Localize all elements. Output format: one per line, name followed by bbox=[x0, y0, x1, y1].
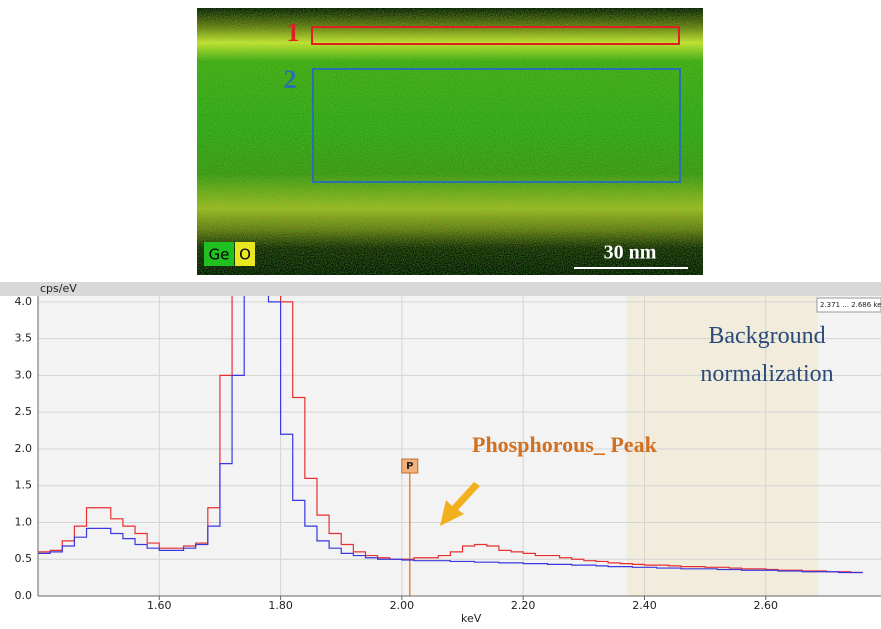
region-box bbox=[312, 68, 681, 183]
y-axis-label: cps/eV bbox=[40, 282, 77, 295]
spectrum-line bbox=[38, 296, 863, 574]
legend-swatch bbox=[204, 242, 234, 266]
legend-swatch bbox=[235, 242, 255, 266]
annotation: Phosphorous_ Peak bbox=[472, 432, 658, 457]
y-tick-label: 0.0 bbox=[15, 589, 33, 602]
y-tick-label: 4.0 bbox=[15, 295, 33, 308]
x-tick-label: 1.60 bbox=[147, 599, 172, 612]
region-label: 2 bbox=[284, 65, 297, 94]
spectrum-line bbox=[38, 296, 863, 574]
header-bar bbox=[0, 282, 881, 296]
element-label: Ge bbox=[209, 246, 230, 264]
y-tick-label: 2.5 bbox=[15, 405, 33, 418]
range-label: 2.371 ... 2.686 ke bbox=[820, 301, 881, 309]
eds-map: 1 2 Ge O 30 nm bbox=[197, 8, 703, 275]
x-tick-label: 2.00 bbox=[390, 599, 415, 612]
arrow bbox=[440, 482, 480, 526]
x-tick-label: 2.40 bbox=[632, 599, 657, 612]
map-texture bbox=[197, 8, 703, 275]
y-tick-label: 2.0 bbox=[15, 442, 33, 455]
y-tick-label: 1.5 bbox=[15, 479, 33, 492]
element-label: O bbox=[239, 246, 251, 264]
marker-label: P bbox=[406, 461, 413, 472]
annotation: Background normalization bbox=[700, 323, 833, 387]
marker-badge bbox=[401, 458, 419, 474]
background-span bbox=[626, 296, 818, 596]
y-tick-label: 1.0 bbox=[15, 515, 33, 528]
y-tick-label: 3.0 bbox=[15, 368, 33, 381]
region-box bbox=[311, 26, 680, 45]
x-tick-label: 1.80 bbox=[268, 599, 293, 612]
x-axis-label: keV bbox=[461, 612, 482, 625]
range-box bbox=[816, 297, 881, 313]
x-tick-label: 2.60 bbox=[754, 599, 779, 612]
y-tick-label: 0.5 bbox=[15, 552, 33, 565]
region-label: 1 bbox=[287, 18, 300, 47]
scale-bar-label: 30 nm bbox=[604, 242, 657, 264]
y-tick-label: 3.5 bbox=[15, 332, 33, 345]
x-tick-label: 2.20 bbox=[511, 599, 536, 612]
